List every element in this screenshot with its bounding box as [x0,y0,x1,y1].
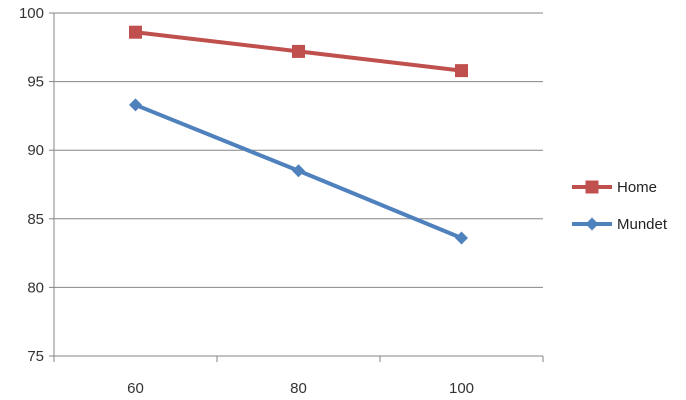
legend: Home Mundet [572,179,668,233]
data-point-home [129,25,142,39]
axes [49,12,544,362]
x-tick-label: 60 [127,380,144,397]
gridlines [54,12,543,357]
tick-labels: 75 80 85 90 95 100 60 80 100 [19,5,474,397]
data-point-mundet [292,164,305,178]
x-tick-label: 80 [290,380,307,397]
y-tick-label: 100 [19,5,44,22]
y-tick-label: 85 [27,211,44,228]
y-tick-label: 95 [27,74,44,91]
legend-marker-mundet [585,217,599,231]
x-tick-label: 100 [449,380,474,397]
y-tick-label: 80 [27,279,44,296]
data-point-mundet [455,231,468,245]
y-tick-label: 90 [27,142,44,159]
legend-marker-home [585,180,599,194]
data-point-home [292,44,305,58]
series-layer [129,25,468,245]
y-tick-label: 75 [27,348,44,365]
data-point-home [455,64,468,78]
legend-label-mundet: Mundet [617,216,668,233]
data-point-mundet [129,98,142,112]
legend-label-home: Home [617,179,657,196]
